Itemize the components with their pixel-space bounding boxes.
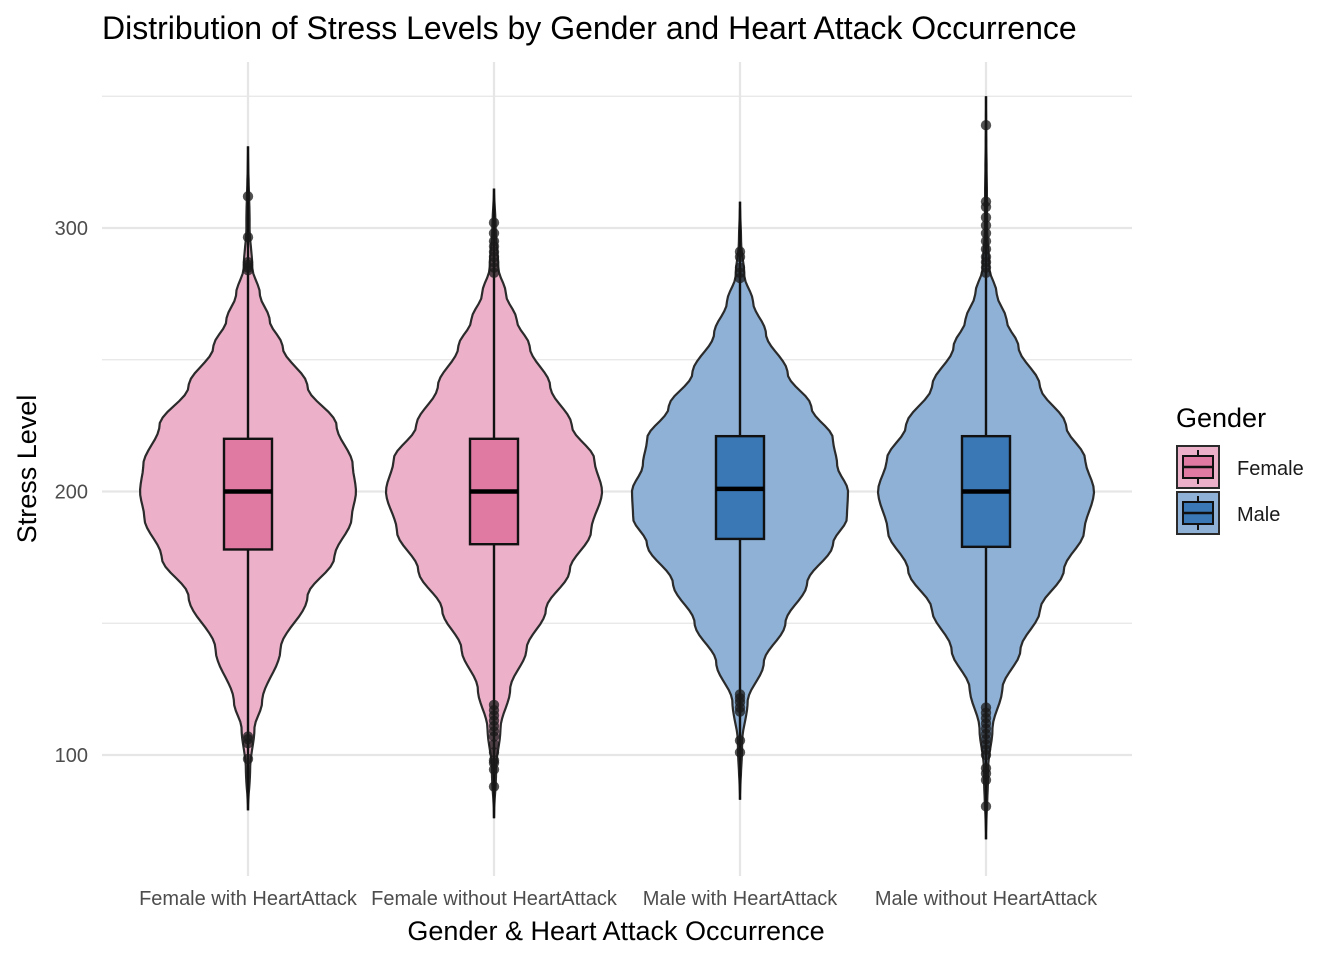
- outlier-point: [980, 762, 992, 774]
- outlier-point: [242, 257, 254, 268]
- legend-key: [1176, 445, 1220, 489]
- outlier-point: [980, 212, 992, 223]
- legend-key: [1176, 491, 1220, 535]
- y-tick-label: 100: [55, 745, 88, 767]
- outlier-point: [980, 801, 992, 812]
- outlier-point: [980, 702, 992, 713]
- y-axis-title: Stress Level: [12, 395, 42, 544]
- x-axis-ticks: Female with HeartAttack Female without He…: [139, 888, 1098, 910]
- outlier-point: [734, 262, 746, 273]
- outlier-point: [734, 689, 746, 700]
- legend-label: Male: [1237, 504, 1280, 526]
- outlier-point: [488, 699, 500, 711]
- outlier-point: [980, 228, 992, 239]
- x-tick-label: Male with HeartAttack: [643, 888, 839, 910]
- outlier-point: [980, 243, 992, 255]
- outlier-point: [488, 781, 500, 792]
- x-tick-label: Female without HeartAttack: [371, 888, 618, 910]
- box: [222, 437, 274, 551]
- legend-title: Gender: [1176, 403, 1266, 433]
- legend-label: Female: [1237, 458, 1304, 480]
- violin-group: [630, 201, 850, 800]
- outlier-point: [242, 191, 254, 202]
- chart-title: Distribution of Stress Levels by Gender …: [102, 10, 1077, 46]
- violin-group: [384, 188, 604, 819]
- outlier-point: [734, 246, 746, 257]
- legend: Gender Female Male: [1176, 403, 1304, 535]
- y-tick-label: 300: [55, 218, 88, 240]
- outlier-point: [488, 235, 500, 247]
- outlier-point: [980, 220, 992, 231]
- outlier-point: [488, 228, 500, 239]
- y-tick-label: 200: [55, 482, 88, 504]
- outlier-point: [980, 120, 992, 131]
- outlier-point: [242, 753, 254, 765]
- violin-group: [876, 96, 1096, 840]
- outlier-point: [980, 251, 992, 263]
- outlier-point: [242, 731, 254, 742]
- x-axis-title: Gender & Heart Attack Occurrence: [407, 916, 824, 946]
- outlier-point: [488, 755, 500, 766]
- outlier-point: [488, 747, 500, 758]
- outlier-point: [980, 235, 992, 247]
- x-tick-label: Female with HeartAttack: [139, 888, 358, 910]
- violin-group: [138, 146, 358, 811]
- y-axis-ticks: 100 200 300: [55, 218, 88, 767]
- outlier-point: [980, 196, 992, 207]
- violins: [138, 96, 1096, 840]
- outlier-point: [488, 739, 500, 750]
- outlier-point: [242, 232, 254, 243]
- outlier-point: [734, 735, 746, 746]
- x-tick-label: Male without HeartAttack: [875, 888, 1098, 910]
- outlier-point: [488, 217, 500, 228]
- outlier-point: [734, 747, 746, 758]
